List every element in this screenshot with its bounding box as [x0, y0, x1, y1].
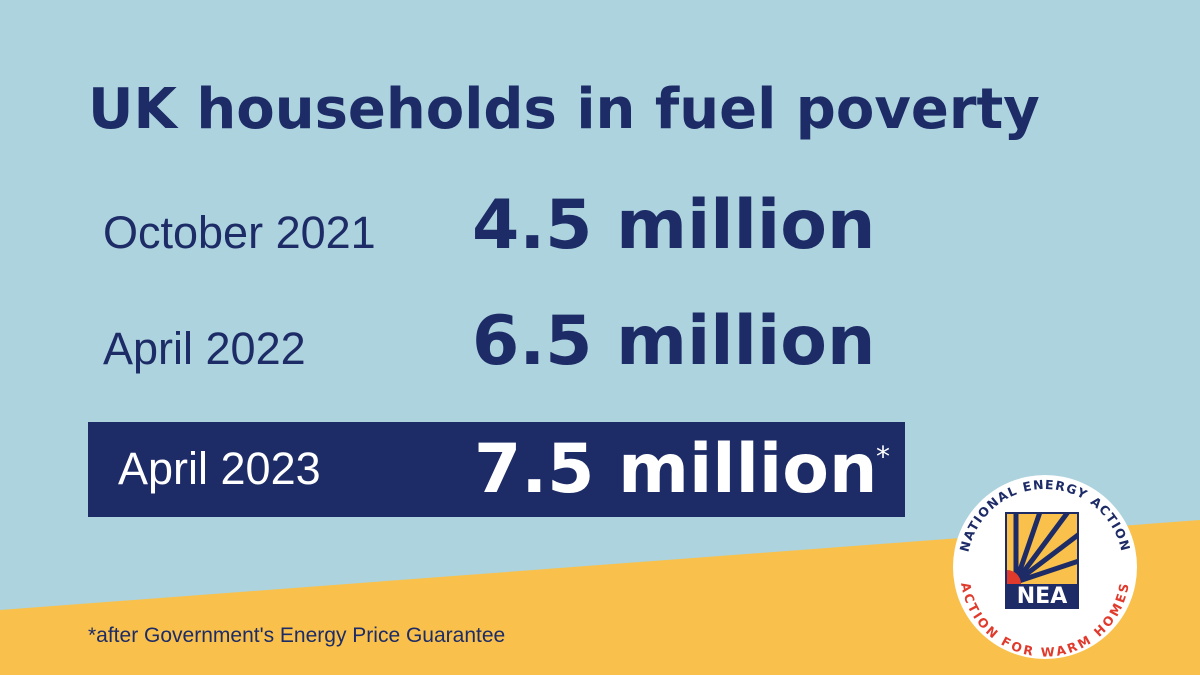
row-value: 7.5 million: [474, 430, 878, 509]
highlighted-row-april-2023: April 2023 7.5 million *: [88, 422, 905, 517]
row-value: 4.5 million: [472, 186, 876, 265]
footnote: *after Government's Energy Price Guarant…: [88, 624, 506, 647]
row-date-label: October 2021: [103, 207, 376, 258]
logo-acronym: NEA: [1017, 584, 1067, 609]
footnote-marker: *: [876, 440, 890, 473]
page-title: UK households in fuel poverty: [88, 77, 1040, 142]
nea-logo: NATIONAL ENERGY ACTION ACTION FOR WARM H…: [953, 475, 1137, 660]
row-date-label: April 2023: [118, 443, 321, 494]
row-date-label: April 2022: [103, 323, 306, 374]
row-value: 6.5 million: [472, 302, 876, 381]
